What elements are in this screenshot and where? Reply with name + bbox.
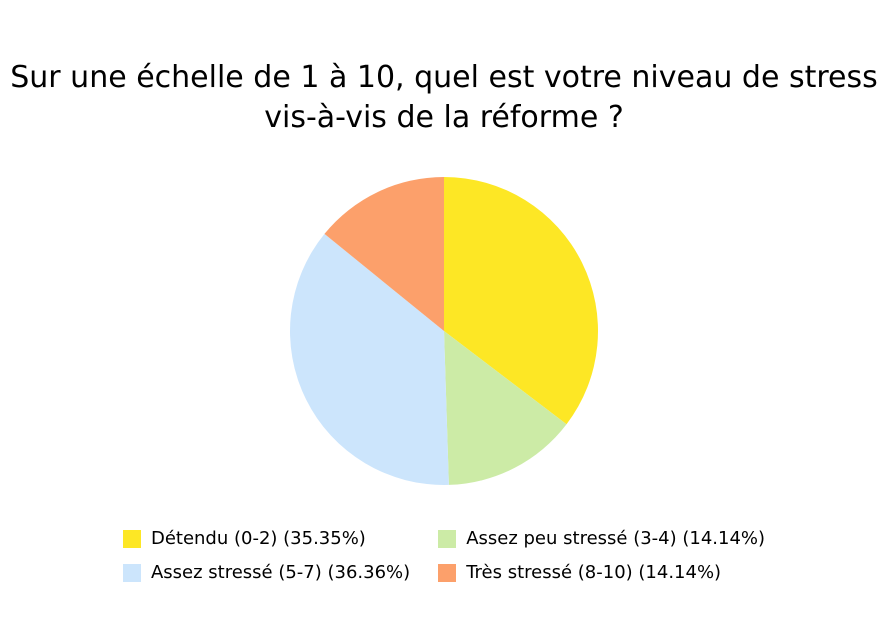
chart-title-line-1: Sur une échelle de 1 à 10, quel est votr… (10, 60, 878, 95)
chart-title: Sur une échelle de 1 à 10, quel est votr… (0, 58, 888, 138)
legend-item-detendu: Détendu (0-2) (35.35%) (122, 528, 410, 550)
legend-label-tres-stresse: Très stressé (8-10) (14.14%) (466, 562, 722, 583)
legend-item-assez-peu-stresse: Assez peu stressé (3-4) (14.14%) (438, 528, 765, 550)
legend-swatch-assez-stresse (122, 564, 141, 582)
pie-slice-assez-stresse (290, 233, 449, 485)
legend-label-detendu: Détendu (0-2) (35.35%) (150, 528, 366, 549)
pie-slice-assez-peu-stresse (444, 331, 567, 485)
chart-title-line-2: vis-à-vis de la réforme ? (264, 100, 624, 135)
legend-item-tres-stresse: Très stressé (8-10) (14.14%) (438, 562, 765, 584)
legend-swatch-detendu (122, 530, 141, 548)
pie-slice-detendu (444, 177, 598, 425)
legend-swatch-assez-peu-stresse (438, 530, 457, 548)
legend-label-assez-stresse: Assez stressé (5-7) (36.36%) (150, 562, 411, 583)
legend-swatch-tres-stresse (438, 564, 457, 582)
legend-label-assez-peu-stresse: Assez peu stressé (3-4) (14.14%) (466, 528, 766, 549)
legend-item-assez-stresse: Assez stressé (5-7) (36.36%) (122, 562, 411, 584)
chart-legend: Détendu (0-2) (35.35%) Assez peu stressé… (0, 528, 888, 584)
pie-slice-tres-stresse (324, 177, 444, 331)
